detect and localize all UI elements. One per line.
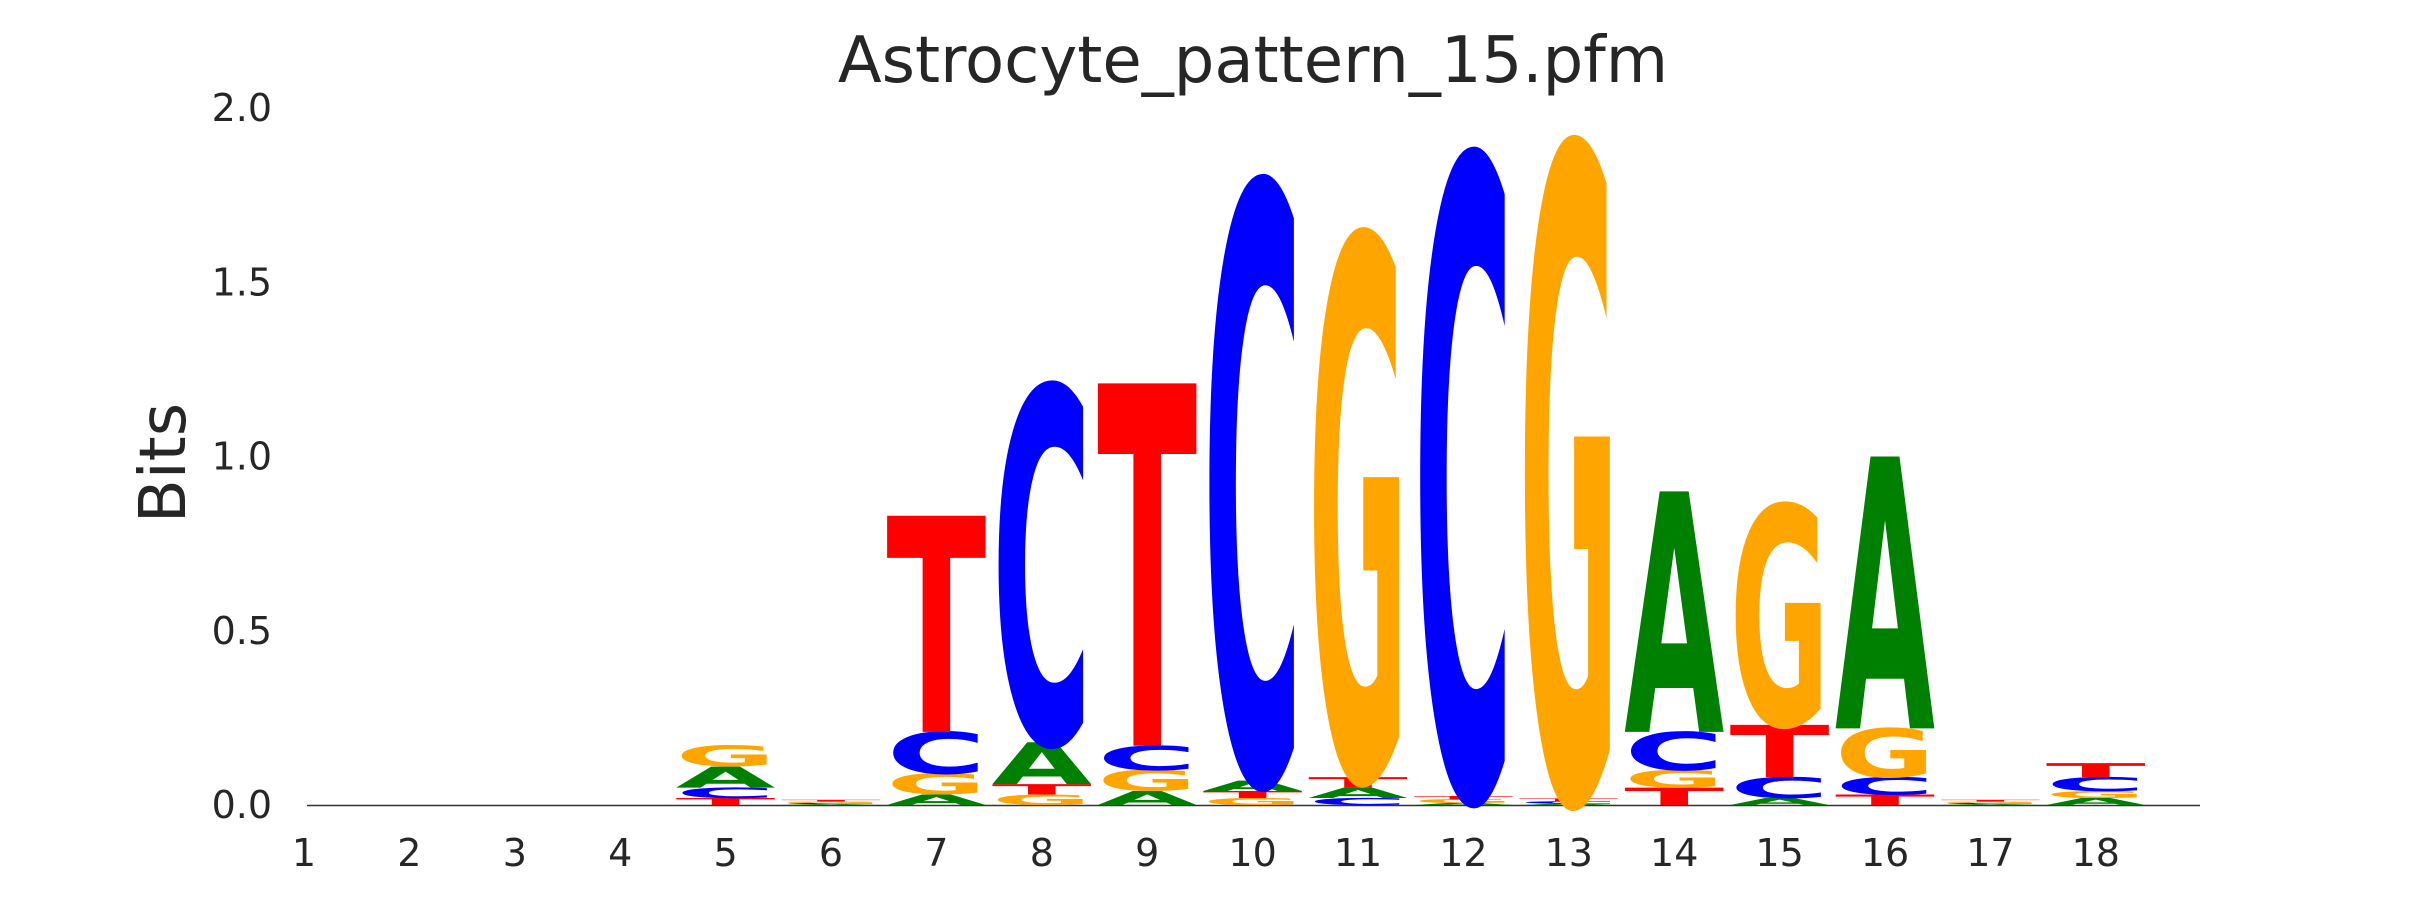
logo-letter-A: A xyxy=(992,731,1092,798)
logo-letter-G: G xyxy=(676,740,776,773)
logo-letter-G: G xyxy=(1940,801,2040,803)
logo-letter-A: A xyxy=(1413,802,1513,805)
x-axis-ticks: 1 2 3 4 5 6 7 8 9 10 11 12 13 14 15 16 17 18 xyxy=(292,831,2120,875)
x-tick-label: 2 xyxy=(397,831,421,875)
x-tick-label: 7 xyxy=(924,831,948,875)
logo-letter-T: T xyxy=(1097,286,1198,864)
x-tick-label: 12 xyxy=(1439,831,1487,875)
logo-letter-C: C xyxy=(1835,773,1935,801)
logo-letter-A: A xyxy=(1835,382,1936,816)
logo-letter-T: T xyxy=(1835,792,1935,809)
logo-letter-A: A xyxy=(1519,803,1619,805)
logo-letter-A: A xyxy=(1308,785,1408,802)
logo-letter-C: C xyxy=(781,803,881,805)
x-tick-label: 11 xyxy=(1334,831,1382,875)
x-tick-label: 9 xyxy=(1135,831,1159,875)
logo-letter-T: T xyxy=(1413,795,1513,801)
logo-letter-T: T xyxy=(1624,783,1724,811)
y-axis-ticks: 0.0 0.5 1.0 1.5 2.0 xyxy=(212,86,272,827)
logo-letter-C: C xyxy=(676,785,776,802)
x-tick-label: 1 xyxy=(292,831,316,875)
logo-letter-G: G xyxy=(781,801,881,803)
x-tick-label: 18 xyxy=(2072,831,2120,875)
x-tick-label: 17 xyxy=(1966,831,2014,875)
logo-letter-A: A xyxy=(1940,804,2040,806)
x-tick-label: 14 xyxy=(1650,831,1698,875)
x-tick-label: 6 xyxy=(819,831,843,875)
logo-letter-T: T xyxy=(1730,711,1830,794)
logo-letter-G: G xyxy=(1097,764,1197,797)
y-tick-label: 2.0 xyxy=(212,86,272,130)
logo-letter-T: T xyxy=(1940,799,2040,802)
logo-letter-C: C xyxy=(1730,772,1830,805)
logo-letter-G: G xyxy=(2046,789,2146,800)
x-tick-label: 16 xyxy=(1861,831,1909,875)
x-tick-label: 10 xyxy=(1228,831,1276,875)
y-tick-label: 0.0 xyxy=(212,783,272,827)
logo-letter-C: C xyxy=(1413,0,1513,900)
logo-letter-G: G xyxy=(1519,0,1619,900)
logo-letter-C: C xyxy=(886,720,986,787)
y-tick-label: 0.5 xyxy=(212,609,272,653)
logo-letter-G: G xyxy=(1835,716,1935,794)
logo-letter-T: T xyxy=(1519,798,1619,802)
x-tick-label: 15 xyxy=(1755,831,1803,875)
logo-letter-A: A xyxy=(1097,787,1197,809)
x-tick-label: 3 xyxy=(503,831,527,875)
logo-letter-C: C xyxy=(1624,722,1724,783)
logo-letter-T: T xyxy=(992,781,1092,798)
logo-letter-C: C xyxy=(1940,803,2040,805)
logo-letter-G: G xyxy=(1203,796,1303,807)
chart-title: Astrocyte_pattern_15.pfm xyxy=(838,24,1668,98)
logo-letter-G: G xyxy=(1413,799,1513,805)
y-tick-label: 1.0 xyxy=(212,435,272,479)
x-tick-label: 13 xyxy=(1545,831,1593,875)
logo-letter-G: G xyxy=(886,768,986,801)
logo-letter-A: A xyxy=(2046,796,2146,807)
y-tick-label: 1.5 xyxy=(212,260,272,304)
logo-letter-T: T xyxy=(781,799,881,802)
logo-letter-G: G xyxy=(1624,766,1724,794)
logo-letter-A: A xyxy=(1624,426,1724,811)
logo-letter-T: T xyxy=(676,796,776,807)
logo-letter-C: C xyxy=(1308,796,1408,807)
x-tick-label: 5 xyxy=(714,831,738,875)
x-tick-label: 8 xyxy=(1030,831,1054,875)
logo-letter-C: C xyxy=(1097,739,1197,778)
y-axis-label: Bits xyxy=(127,403,201,523)
logo-letter-A: A xyxy=(886,792,986,809)
logo-letter-T: T xyxy=(886,458,986,803)
logo-letter-A: A xyxy=(676,761,776,794)
logo-letter-C: C xyxy=(1203,23,1303,900)
logo-letter-T: T xyxy=(1308,774,1408,791)
logo-letter-T: T xyxy=(2046,759,2146,781)
logo-letter-A: A xyxy=(1730,796,1830,807)
logo-letter-C: C xyxy=(992,291,1092,858)
logo-letter-G: G xyxy=(1308,91,1408,900)
logo-letter-C: C xyxy=(1519,801,1619,805)
logo-letter-C: C xyxy=(2046,773,2146,795)
logo-letter-G: G xyxy=(1730,447,1830,797)
logo-letter-T: T xyxy=(1203,789,1303,800)
logo-letter-A: A xyxy=(781,804,881,806)
logo-letter-A: A xyxy=(1203,778,1303,795)
logo-letter-G: G xyxy=(992,792,1092,809)
x-tick-label: 4 xyxy=(608,831,632,875)
